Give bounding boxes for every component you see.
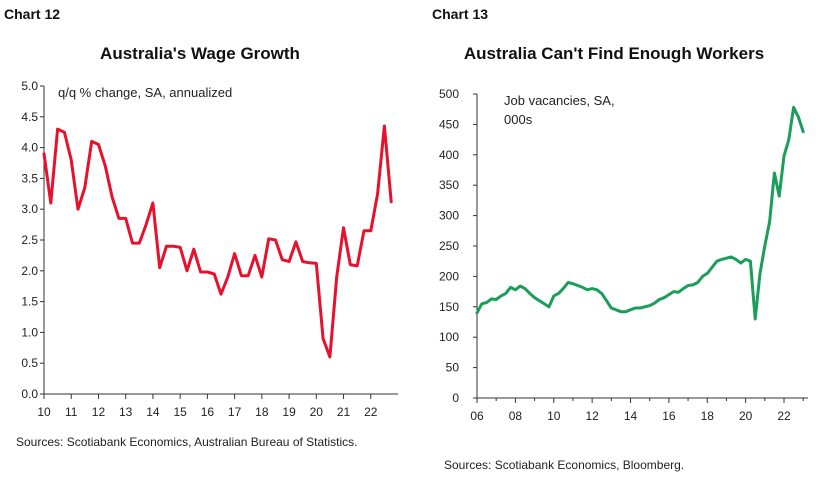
- x-tick-label: 21: [337, 405, 351, 419]
- y-tick-label: 250: [439, 239, 459, 253]
- chart-13-plot: 0 50 100 150 200 250 300 350 400 450 500 06 08 10 12 14…: [439, 87, 808, 423]
- series-line: [475, 105, 805, 321]
- y-tick-label: 350: [439, 178, 459, 192]
- y-tick-label: 2.0: [21, 264, 38, 278]
- y-tick-label: 50: [446, 361, 460, 375]
- chart-12-source: Sources: Scotiabank Economics, Australia…: [16, 435, 358, 449]
- y-tick-label: 300: [439, 209, 459, 223]
- y-tick-label: 2.5: [21, 233, 38, 247]
- x-tick-label: 17: [228, 405, 242, 419]
- y-tick-label: 4.5: [21, 110, 38, 124]
- x-tick-label: 16: [201, 405, 215, 419]
- x-tick-label: 16: [662, 409, 676, 423]
- x-tick-label: 10: [37, 405, 51, 419]
- y-tick-label: 1.0: [21, 325, 38, 339]
- x-tick-label: 19: [282, 405, 296, 419]
- chart-annotation: Job vacancies, SA,: [504, 93, 615, 108]
- x-tick-label: 18: [701, 409, 715, 423]
- y-tick-label: 100: [439, 330, 459, 344]
- y-tick-label: 200: [439, 269, 459, 283]
- y-tick-label: 0: [452, 391, 459, 405]
- chart-12-label: Chart 12: [4, 6, 61, 22]
- y-tick-label: 3.5: [21, 171, 38, 185]
- chart-13-title: Australia Can't Find Enough Workers: [463, 44, 765, 63]
- y-tick-label: 400: [439, 148, 459, 162]
- y-tick-label: 150: [439, 300, 459, 314]
- chart-13-label: Chart 13: [432, 6, 489, 22]
- x-tick-label: 12: [585, 409, 599, 423]
- chart-13-panel: Chart 13 Australia Can't Find Enough Wor…: [414, 0, 828, 483]
- chart-12-plot: 0.0 0.5 1.0 1.5 2.0 2.5 3.0 3.5 4.0 4.5 5.0 10 11 12 1…: [21, 79, 398, 419]
- chart-13-source: Sources: Scotiabank Economics, Bloomberg…: [444, 458, 685, 472]
- y-tick-label: 0.5: [21, 356, 38, 370]
- y-tick-label: 500: [439, 87, 459, 101]
- chart-12-title: Australia's Wage Growth: [100, 44, 300, 63]
- x-tick-label: 15: [173, 405, 187, 419]
- y-tick-label: 450: [439, 117, 459, 131]
- x-tick-label: 18: [255, 405, 269, 419]
- y-tick-label: 0.0: [21, 387, 38, 401]
- chart-annotation: q/q % change, SA, annualized: [58, 85, 232, 100]
- y-tick-label: 5.0: [21, 79, 38, 93]
- x-tick-label: 11: [65, 405, 78, 419]
- x-tick-label: 13: [119, 405, 133, 419]
- x-tick-label: 14: [146, 405, 160, 419]
- x-tick-label: 06: [470, 409, 484, 423]
- y-tick-label: 1.5: [21, 295, 38, 309]
- y-tick-label: 3.0: [21, 202, 38, 216]
- x-tick-label: 20: [310, 405, 324, 419]
- x-tick-label: 22: [777, 409, 791, 423]
- y-tick-label: 4.0: [21, 141, 38, 155]
- chart-12-panel: Chart 12 Australia's Wage Growth 0.0 0.5 1…: [4, 6, 398, 449]
- x-tick-label: 10: [547, 409, 561, 423]
- x-tick-label: 12: [92, 405, 106, 419]
- x-tick-label: 20: [739, 409, 753, 423]
- chart-annotation: 000s: [504, 112, 533, 127]
- x-tick-label: 22: [364, 405, 378, 419]
- x-tick-label: 08: [509, 409, 523, 423]
- x-tick-label: 14: [624, 409, 638, 423]
- series-line: [42, 124, 393, 359]
